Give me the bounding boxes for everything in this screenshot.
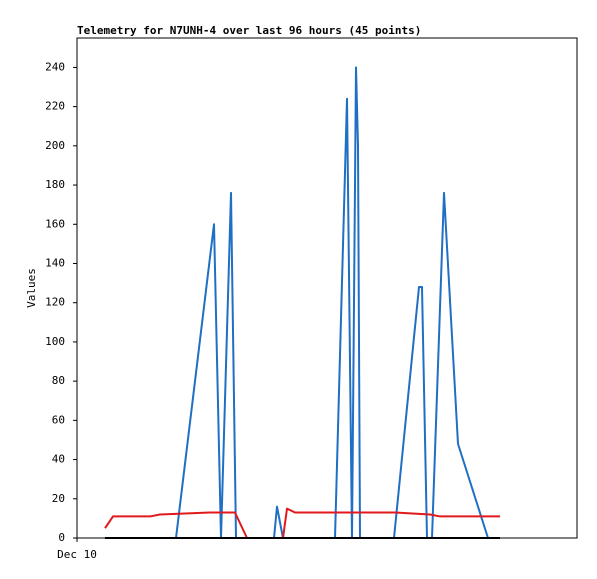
y-tick-label: 200 — [45, 139, 65, 152]
y-tick-label: 120 — [45, 296, 65, 309]
x-tick-label: Dec 10 — [57, 548, 97, 561]
y-tick-label: 240 — [45, 60, 65, 73]
y-axis-label: Values — [25, 268, 38, 308]
chart-title: Telemetry for N7UNH-4 over last 96 hours… — [77, 24, 421, 37]
y-tick-label: 220 — [45, 100, 65, 113]
y-tick-label: 180 — [45, 178, 65, 191]
y-tick-label: 100 — [45, 335, 65, 348]
plot-frame — [76, 37, 578, 539]
series-line — [104, 507, 500, 539]
y-tick-label: 20 — [52, 492, 65, 505]
y-tick-label: 0 — [58, 531, 65, 544]
series-line — [175, 66, 489, 539]
y-tick-label: 160 — [45, 217, 65, 230]
y-tick-label: 140 — [45, 256, 65, 269]
y-tick-label: 60 — [52, 413, 65, 426]
y-tick-label: 40 — [52, 453, 65, 466]
y-tick-label: 80 — [52, 374, 65, 387]
